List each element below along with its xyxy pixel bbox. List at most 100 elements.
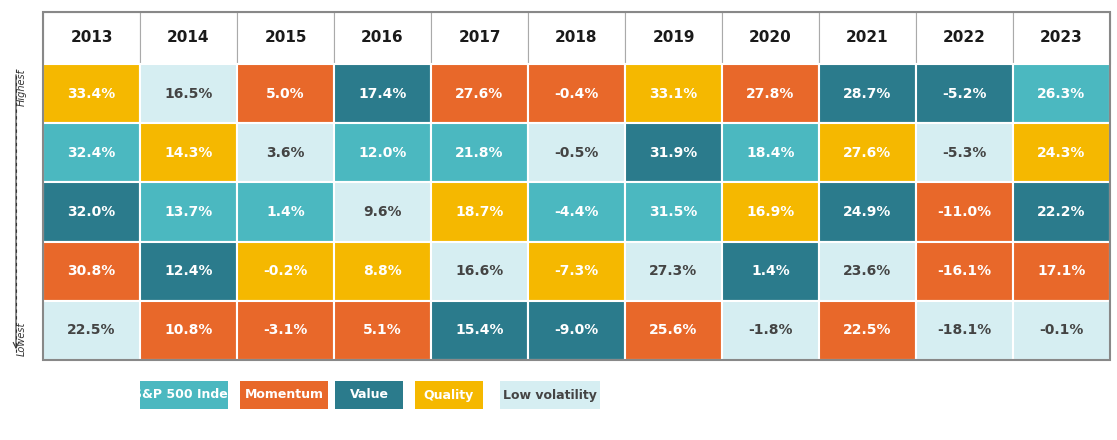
Text: 14.3%: 14.3% [164, 146, 212, 160]
Text: 2020: 2020 [750, 30, 792, 45]
Bar [42, 12, 140, 64]
Text: 2014: 2014 [168, 30, 210, 45]
Text: 5.1%: 5.1% [363, 323, 402, 337]
Text: 8.8%: 8.8% [363, 264, 402, 278]
Bar [528, 123, 626, 183]
Text: 26.3%: 26.3% [1038, 87, 1086, 101]
Bar [140, 301, 237, 360]
Text: 28.7%: 28.7% [843, 87, 891, 101]
Text: 2021: 2021 [847, 30, 889, 45]
Text: 18.7%: 18.7% [456, 205, 504, 219]
Text: 16.9%: 16.9% [746, 205, 794, 219]
Text: 2013: 2013 [70, 30, 113, 45]
Text: 2018: 2018 [555, 30, 598, 45]
Text: 27.8%: 27.8% [746, 87, 794, 101]
Bar [42, 64, 140, 123]
Bar [431, 183, 528, 242]
Text: 33.4%: 33.4% [67, 87, 116, 101]
Bar [334, 183, 431, 242]
Text: Lowest: Lowest [17, 322, 27, 356]
Bar [334, 64, 431, 123]
Bar [237, 123, 334, 183]
Bar [42, 12, 1110, 360]
Text: -7.3%: -7.3% [554, 264, 599, 278]
Text: 3.6%: 3.6% [266, 146, 305, 160]
Text: -5.3%: -5.3% [943, 146, 986, 160]
Text: 22.5%: 22.5% [843, 323, 891, 337]
Text: 1.4%: 1.4% [266, 205, 305, 219]
Bar [528, 301, 626, 360]
Text: 31.5%: 31.5% [649, 205, 698, 219]
Text: 2017: 2017 [458, 30, 500, 45]
Text: Momentum: Momentum [245, 389, 324, 401]
Text: -16.1%: -16.1% [937, 264, 992, 278]
Bar [626, 64, 722, 123]
Text: 18.4%: 18.4% [746, 146, 795, 160]
Text: 21.8%: 21.8% [456, 146, 504, 160]
Text: 15.4%: 15.4% [456, 323, 504, 337]
Bar [1013, 183, 1110, 242]
Bar [334, 242, 431, 301]
Bar [722, 183, 819, 242]
Bar [237, 183, 334, 242]
Text: 10.8%: 10.8% [164, 323, 212, 337]
Text: 30.8%: 30.8% [67, 264, 116, 278]
Bar [431, 123, 528, 183]
Bar [528, 64, 626, 123]
Bar [1013, 12, 1110, 64]
Text: 16.6%: 16.6% [456, 264, 504, 278]
Bar [722, 301, 819, 360]
Bar [722, 242, 819, 301]
Bar [1013, 242, 1110, 301]
Bar [334, 123, 431, 183]
Bar [240, 381, 328, 409]
Bar [237, 12, 334, 64]
Bar [626, 242, 722, 301]
Text: 12.4%: 12.4% [164, 264, 212, 278]
Text: 2023: 2023 [1040, 30, 1082, 45]
Text: 5.0%: 5.0% [266, 87, 305, 101]
Bar [528, 242, 626, 301]
Bar [528, 12, 626, 64]
Bar [916, 183, 1013, 242]
Bar [528, 183, 626, 242]
Text: 13.7%: 13.7% [164, 205, 212, 219]
Text: -11.0%: -11.0% [937, 205, 992, 219]
Bar [916, 301, 1013, 360]
Bar [916, 64, 1013, 123]
Text: 23.6%: 23.6% [843, 264, 891, 278]
Bar [819, 242, 916, 301]
Bar [237, 242, 334, 301]
Bar [335, 381, 403, 409]
Text: -4.4%: -4.4% [554, 205, 599, 219]
Text: Low volatility: Low volatility [503, 389, 596, 401]
Bar [140, 64, 237, 123]
Bar [626, 12, 722, 64]
Text: -0.4%: -0.4% [554, 87, 599, 101]
Bar [431, 64, 528, 123]
Text: 24.9%: 24.9% [843, 205, 891, 219]
Bar [42, 242, 140, 301]
Text: -9.0%: -9.0% [554, 323, 599, 337]
Text: -0.2%: -0.2% [264, 264, 307, 278]
Bar [626, 123, 722, 183]
Bar [416, 381, 483, 409]
Text: 16.5%: 16.5% [164, 87, 212, 101]
Bar [722, 12, 819, 64]
Bar [1013, 123, 1110, 183]
Bar [140, 12, 237, 64]
Text: 17.1%: 17.1% [1038, 264, 1086, 278]
Text: Value: Value [350, 389, 389, 401]
Text: 27.6%: 27.6% [456, 87, 504, 101]
Text: 12.0%: 12.0% [359, 146, 407, 160]
Text: 2019: 2019 [652, 30, 695, 45]
Text: -5.2%: -5.2% [943, 87, 986, 101]
Text: 32.4%: 32.4% [67, 146, 116, 160]
Bar [42, 183, 140, 242]
Text: 24.3%: 24.3% [1038, 146, 1086, 160]
Bar [626, 183, 722, 242]
Bar [916, 123, 1013, 183]
Text: 2022: 2022 [943, 30, 986, 45]
Text: -3.1%: -3.1% [264, 323, 307, 337]
Bar [431, 301, 528, 360]
